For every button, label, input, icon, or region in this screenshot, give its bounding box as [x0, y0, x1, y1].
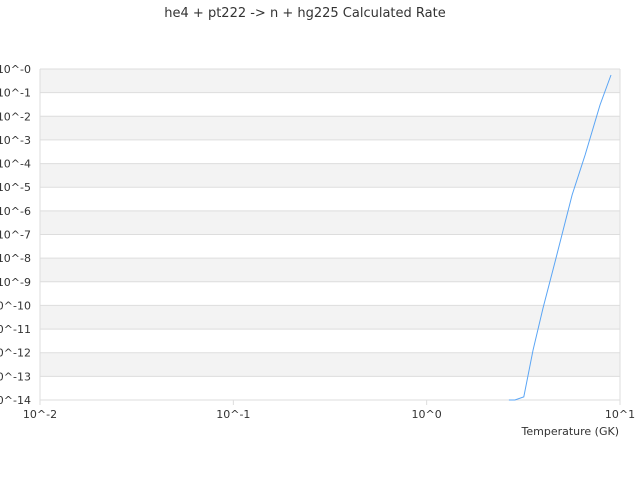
y-tick-label: 10^-0	[0, 63, 31, 76]
y-tick-label: 10^-11	[0, 323, 31, 336]
x-tick-label: 10^-1	[216, 408, 250, 421]
y-tick-label: 10^-4	[0, 158, 31, 171]
plot-band	[40, 281, 620, 306]
y-tick-label: 10^-5	[0, 181, 31, 194]
plot-band	[40, 163, 620, 188]
y-tick-label: 10^-8	[0, 252, 31, 265]
chart-title: he4 + pt222 -> n + hg225 Calculated Rate	[164, 6, 445, 21]
plot-band	[40, 210, 620, 235]
y-tick-label: 10^-12	[0, 347, 31, 360]
y-tick-label: 10^-2	[0, 110, 31, 123]
x-tick-label: 10^1	[605, 408, 635, 421]
y-tick-label: 10^-1	[0, 87, 31, 100]
y-tick-label: 10^-10	[0, 299, 31, 312]
y-tick-label: 10^-3	[0, 134, 31, 147]
y-tick-label: 10^-6	[0, 205, 31, 218]
plot-band	[40, 305, 620, 330]
x-axis-label: Temperature (GK)	[521, 425, 620, 438]
y-tick-label: 10^-14	[0, 394, 31, 407]
plot-band	[40, 69, 620, 93]
y-tick-label: 10^-13	[0, 370, 31, 383]
plot-band	[40, 92, 620, 117]
plot-bands	[39, 68, 621, 401]
series	[508, 74, 612, 401]
x-tick-label: 10^0	[412, 408, 442, 421]
plot-band	[40, 329, 620, 353]
plot-band	[40, 187, 620, 211]
plot-band	[40, 352, 620, 377]
plot-band	[40, 234, 620, 259]
series-line	[508, 74, 612, 401]
y-tick-label: 10^-9	[0, 276, 31, 289]
plot-band	[40, 116, 620, 140]
axis-ticks: 10^-0 10^-1 10^-2 10^-3 10^-4 10^-5 10^-6 10^-7…	[0, 63, 635, 421]
plot-band	[40, 139, 620, 164]
plot-band	[40, 258, 620, 282]
plot-band	[40, 376, 620, 400]
y-tick-label: 10^-7	[0, 229, 31, 242]
x-tick-label: 10^-2	[23, 408, 57, 421]
